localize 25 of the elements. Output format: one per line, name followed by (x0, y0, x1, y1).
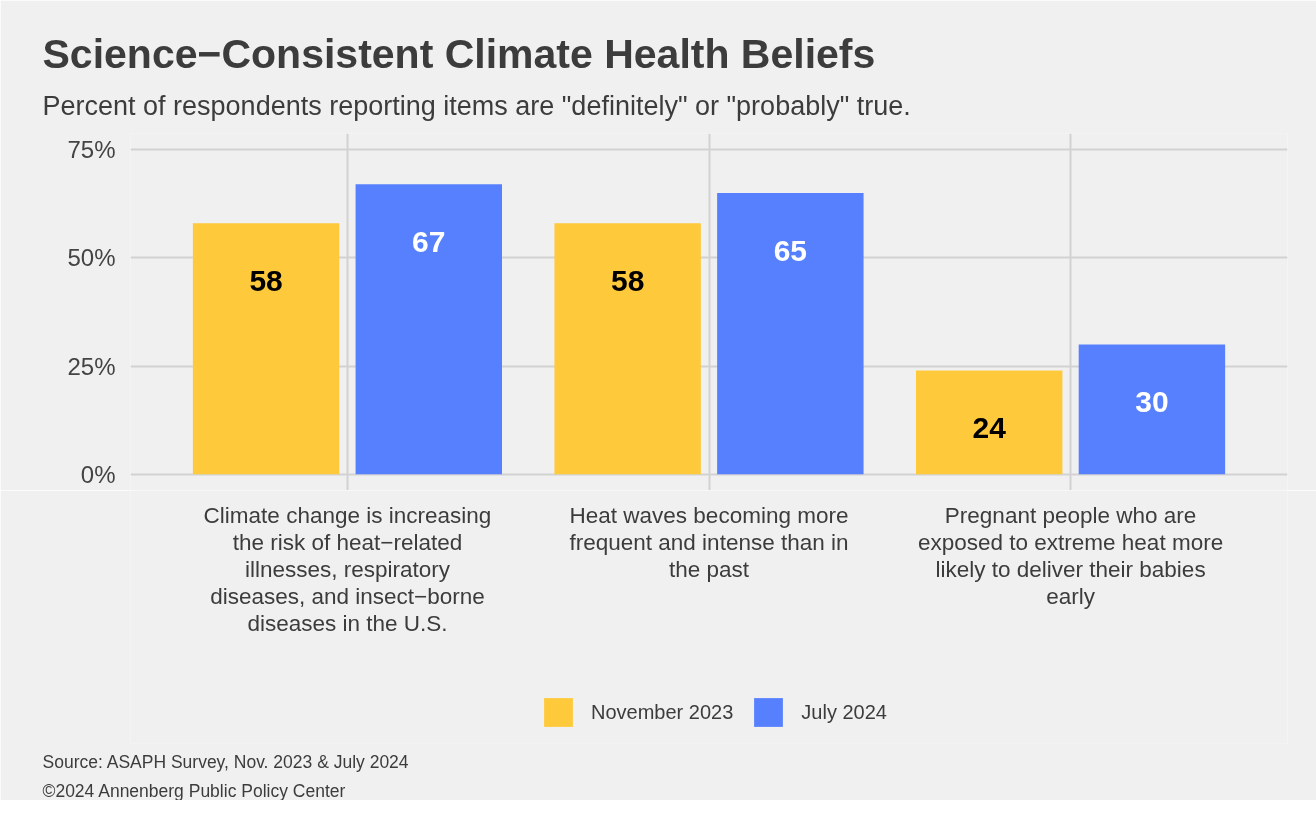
data-label: 65 (773, 234, 808, 267)
chart-subtitle: Percent of respondents reporting items are "definitely" or "probably" true. (42, 91, 911, 121)
bar (355, 184, 503, 475)
bar (915, 370, 1063, 475)
bar (1078, 344, 1226, 475)
data-label: 67 (412, 225, 446, 259)
x-tick-label: Heat waves becoming more frequent and intense than in the past (569, 502, 849, 582)
data-label: 30 (1135, 385, 1169, 419)
y-tick-label: 25% (67, 352, 116, 380)
source-note: Source: ASAPH Survey, Nov. 2023 & July 2024 (42, 752, 409, 772)
y-tick-label: 75% (67, 136, 116, 164)
data-label: 58 (610, 264, 645, 298)
x-tick-label: Pregnant people who are exposed to extreme heat more likely to deliver their babies early (917, 502, 1224, 609)
bar (554, 223, 701, 475)
data-label: 24 (972, 411, 1007, 445)
bar (717, 193, 864, 475)
legend-label: November 2023 (591, 700, 734, 724)
text: ©2024 Annenberg Public Policy Center (42, 780, 346, 801)
x-tick-label: Climate change is increasing the risk of heat−related illnesses, respiratory diseases, and insect−borne diseases in the U.S. (203, 502, 492, 636)
bar (192, 223, 340, 475)
data-label: 58 (249, 264, 283, 298)
legend-label: July 2024 (801, 700, 887, 724)
y-tick-label: 0% (80, 460, 116, 488)
y-tick-label: 50% (67, 244, 116, 272)
chart-title: Science−Consistent Climate Health Beliefs (42, 30, 876, 77)
